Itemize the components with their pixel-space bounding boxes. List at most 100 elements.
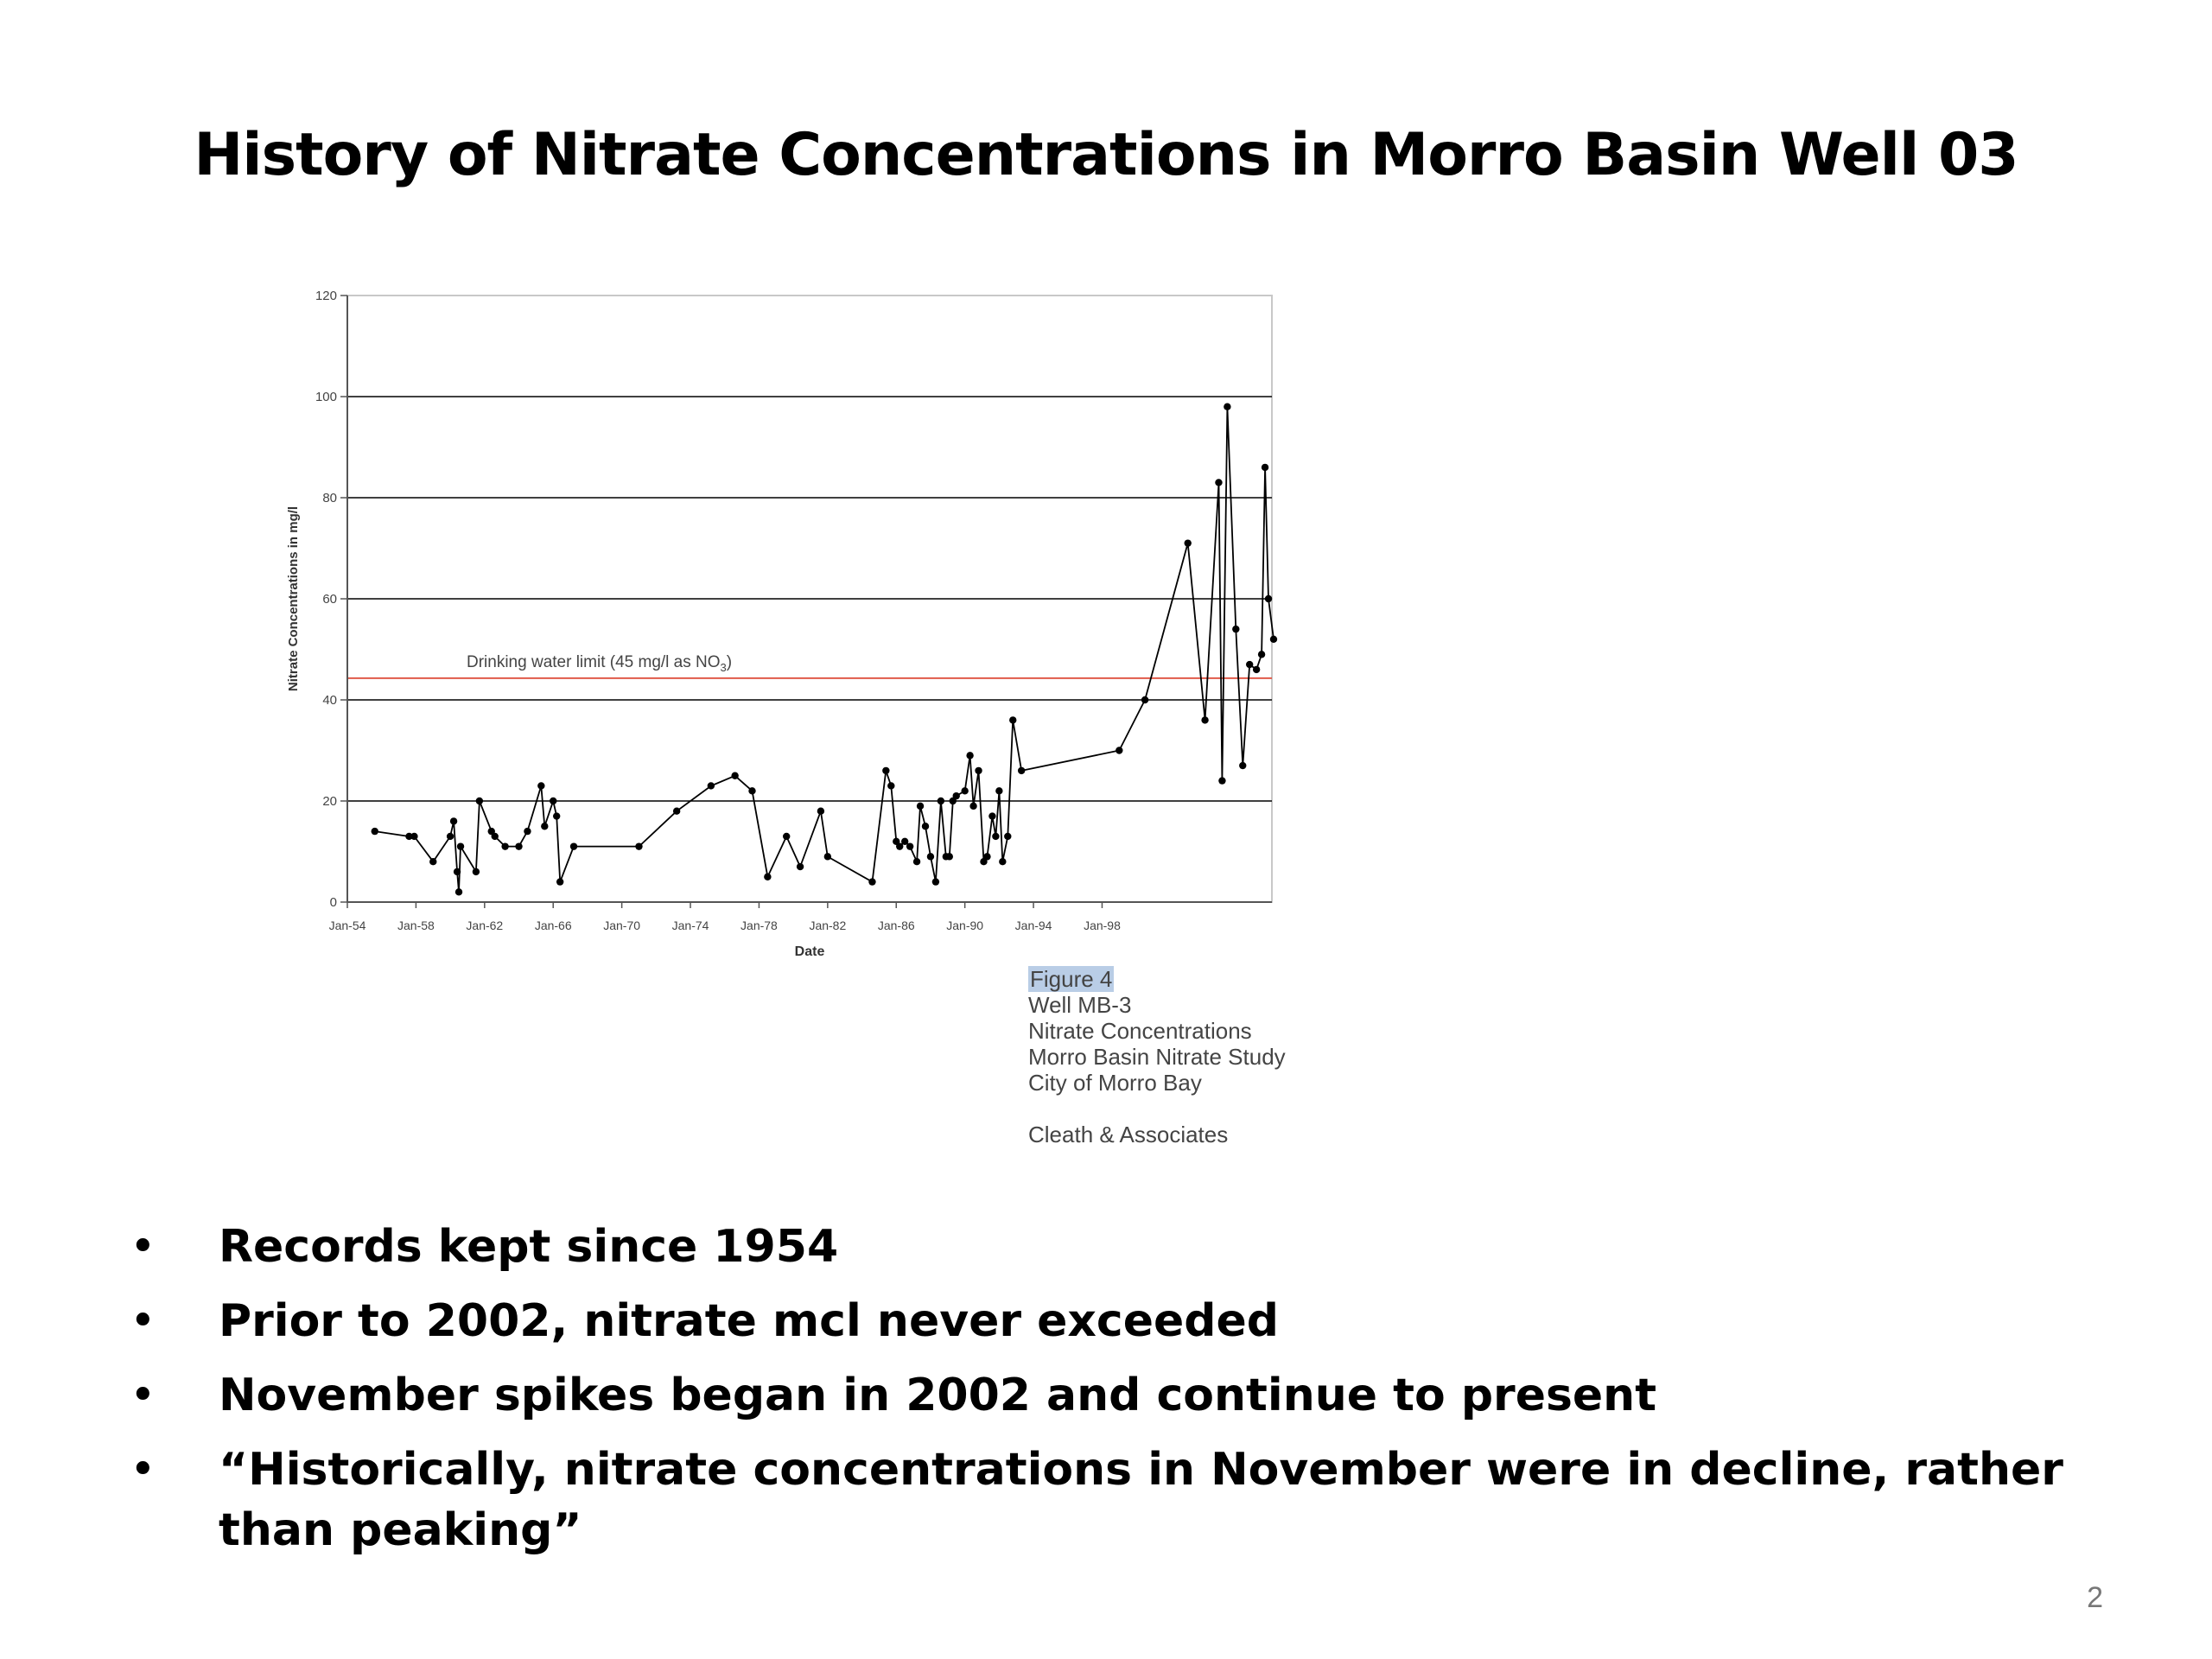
x-tick-label: Jan-70: [603, 918, 640, 932]
bullet-item: • Records kept since 1954: [130, 1217, 2117, 1277]
data-point: [1252, 665, 1261, 674]
data-point: [446, 832, 454, 841]
bullet-dot-icon: •: [130, 1444, 156, 1496]
data-point: [896, 842, 904, 850]
data-point: [945, 853, 953, 861]
data-point: [1269, 635, 1278, 643]
bullet-item: • Prior to 2002, nitrate mcl never exceed…: [130, 1291, 2117, 1351]
page-number: 2: [2087, 1581, 2103, 1614]
drinking-water-limit: Drinking water limit (45 mg/l as NO3): [347, 653, 1272, 679]
data-point: [453, 868, 461, 876]
data-point: [449, 817, 458, 825]
data-point: [472, 868, 480, 876]
data-point: [635, 842, 643, 850]
data-point: [921, 823, 930, 830]
bullet-item: • “Historically, nitrate concentrations i…: [130, 1440, 2117, 1560]
data-point: [1261, 463, 1269, 472]
data-point: [454, 888, 463, 896]
x-tick-label: Jan-86: [878, 918, 915, 932]
caption-line: Well MB-3: [1028, 992, 1132, 1018]
bullet-dot-icon: •: [130, 1221, 156, 1273]
data-point: [882, 766, 890, 775]
bullet-list: • Records kept since 1954 • Prior to 2002,…: [130, 1217, 2117, 1574]
data-point: [1257, 651, 1266, 658]
y-tick-label: 120: [315, 289, 337, 303]
data-point: [672, 807, 681, 815]
data-point: [961, 787, 969, 795]
data-point: [1141, 696, 1149, 704]
data-point: [405, 832, 413, 841]
y-tick-label: 0: [330, 895, 337, 910]
data-point: [731, 772, 739, 779]
data-point: [823, 853, 832, 861]
y-axis-ticks: 0 20 40 60 80 100 120: [315, 289, 347, 910]
y-axis-title: Nitrate Concentrations in mg/l: [286, 506, 301, 691]
data-point: [501, 842, 509, 850]
figure-caption: Figure 4 Well MB-3 Nitrate Concentration…: [1028, 966, 1286, 1147]
data-point: [371, 827, 378, 836]
limit-label: Drinking water limit (45 mg/l as NO3): [467, 653, 732, 674]
data-point: [906, 842, 914, 850]
x-tick-label: Jan-78: [741, 918, 778, 932]
y-tick-label: 20: [322, 794, 337, 809]
y-tick-label: 100: [315, 390, 337, 404]
data-point: [537, 782, 545, 790]
x-tick-label: Jan-74: [672, 918, 709, 932]
nitrate-series: [371, 403, 1278, 896]
x-axis-ticks: Jan-54 Jan-58 Jan-62 Jan-66 Jan-70 Jan-74 Jan-…: [329, 902, 1121, 932]
data-point: [1239, 761, 1247, 770]
data-point: [926, 853, 935, 861]
data-point: [1009, 716, 1017, 724]
data-point: [966, 752, 974, 760]
data-point: [931, 878, 940, 886]
y-tick-label: 80: [322, 491, 337, 505]
data-point: [868, 878, 876, 886]
caption-credit: Cleath & Associates: [1028, 1122, 1229, 1147]
data-point: [429, 858, 437, 866]
caption-line: City of Morro Bay: [1028, 1070, 1202, 1096]
data-point: [937, 797, 945, 805]
data-point: [992, 832, 1000, 841]
data-point: [783, 832, 791, 841]
data-point: [887, 782, 895, 790]
x-tick-label: Jan-82: [809, 918, 846, 932]
data-point: [995, 787, 1003, 795]
data-point: [491, 832, 499, 841]
data-point: [988, 812, 996, 820]
data-point: [983, 853, 991, 861]
data-point: [999, 858, 1007, 866]
y-tick-label: 60: [322, 592, 337, 607]
y-gridlines: [347, 396, 1272, 802]
data-point: [456, 842, 465, 850]
data-point: [556, 878, 564, 886]
x-tick-label: Jan-58: [397, 918, 435, 932]
bullet-item: • November spikes began in 2002 and conti…: [130, 1365, 2117, 1426]
x-tick-label: Jan-94: [1015, 918, 1052, 932]
data-point: [1017, 766, 1026, 775]
data-point: [1184, 539, 1192, 547]
x-tick-label: Jan-66: [535, 918, 572, 932]
slide-title: History of Nitrate Concentrations in Mor…: [194, 121, 2018, 189]
data-point: [1264, 594, 1273, 603]
data-point: [475, 797, 484, 805]
data-point: [748, 787, 756, 795]
data-point: [969, 802, 977, 810]
x-tick-label: Jan-62: [466, 918, 503, 932]
data-point: [1004, 832, 1012, 841]
data-point: [541, 823, 549, 830]
x-tick-label: Jan-54: [329, 918, 366, 932]
data-point: [796, 862, 804, 871]
figure-label: Figure 4: [1028, 966, 1115, 992]
data-point: [1224, 403, 1231, 410]
x-axis-title: Date: [795, 944, 825, 959]
bullet-dot-icon: •: [130, 1370, 156, 1421]
data-point: [952, 791, 960, 800]
data-point: [515, 842, 523, 850]
data-point: [817, 807, 825, 815]
data-point: [1218, 777, 1226, 785]
data-point: [550, 797, 557, 805]
data-point: [569, 842, 578, 850]
data-point: [1232, 625, 1240, 633]
data-point: [916, 802, 925, 810]
bullet-dot-icon: •: [130, 1295, 156, 1347]
